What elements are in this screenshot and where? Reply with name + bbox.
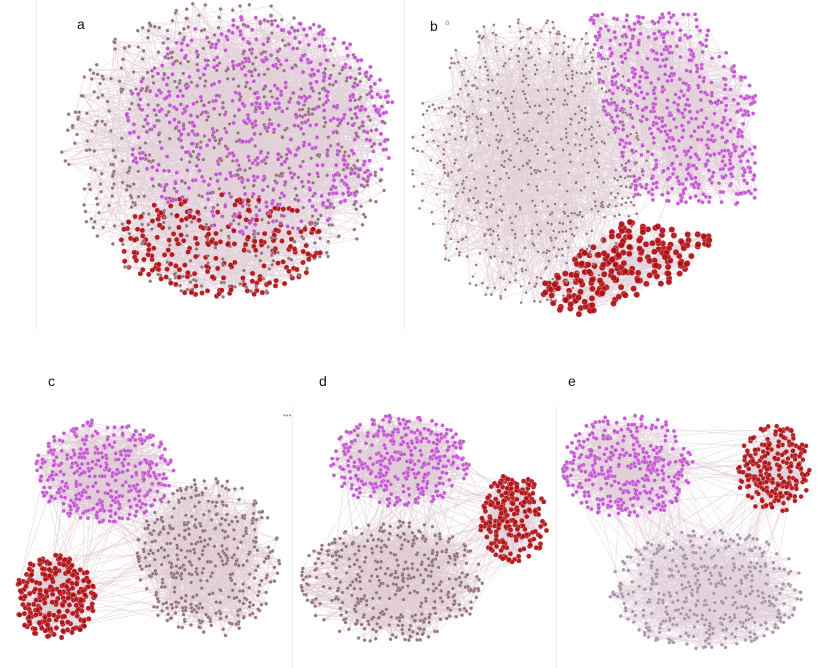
panel-d-marker: ••• [283,411,292,420]
panel-label-b: b [430,18,438,34]
network-graph-d [299,413,550,643]
panel-label-e: e [568,373,576,389]
network-graph-c [15,418,282,641]
network-graph-e [560,413,812,651]
panel-b [404,0,776,330]
graph-nodes [299,413,550,643]
panel-e-left-rule [556,406,557,668]
panel-e [556,406,820,668]
panel-label-a: a [77,16,85,32]
graph-nodes [560,413,812,651]
panel-a [36,0,408,330]
panel-c [8,406,288,668]
network-graph-a [59,1,395,299]
panel-label-d: d [319,373,327,389]
network-graph-b [410,10,758,318]
graph-nodes [15,418,282,641]
graph-nodes [59,1,395,299]
panel-b-marker: a [445,18,450,27]
panel-b-left-rule [404,0,405,330]
panel-d [292,406,560,668]
graph-nodes [410,10,758,318]
panel-label-c: c [48,373,55,389]
panel-d-left-rule [292,406,293,668]
panel-a-left-rule [36,0,37,330]
